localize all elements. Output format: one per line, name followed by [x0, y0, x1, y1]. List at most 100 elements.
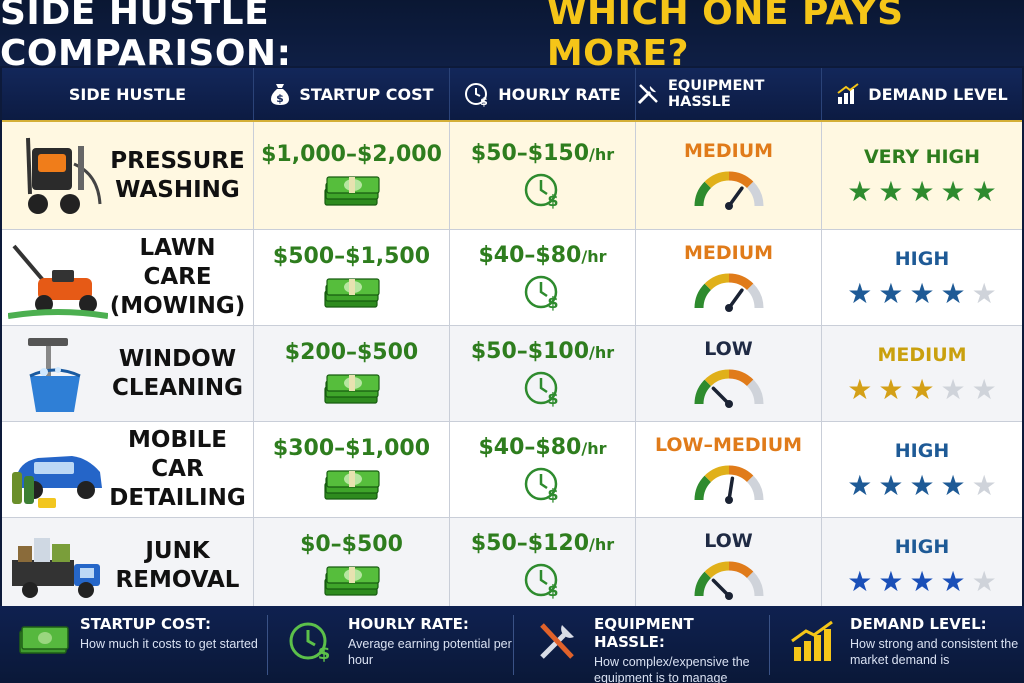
header-hourly-rate: $ HOURLY RATE	[450, 68, 636, 120]
star-icon: ★	[878, 469, 904, 501]
hourly-rate-amount: $50–$100	[470, 339, 590, 364]
equipment-hassle-cell: LOW	[636, 326, 822, 421]
legend-equipment-hassle-desc: How complex/expensive the equipment is t…	[594, 654, 750, 683]
demand-stars: ★ ★ ★ ★ ★	[847, 565, 997, 597]
table-row: MOBILE CAR DETAILING $300–$1,000 $40–$80/h…	[2, 422, 1022, 518]
tools-icon	[637, 84, 658, 105]
hassle-gauge	[694, 273, 763, 312]
demand-stars: ★ ★ ★ ★ ★	[847, 373, 997, 405]
hassle-gauge	[694, 171, 763, 210]
demand-level-cell: HIGH ★ ★ ★ ★ ★	[822, 518, 1022, 613]
page-title: SIDE HUSTLE COMPARISON: WHICH ONE PAYS M…	[0, 0, 1024, 74]
hourly-rate-unit: /hr	[581, 439, 607, 458]
star-icon: ★	[971, 373, 997, 405]
startup-cost-cell: $0–$500	[254, 518, 450, 613]
svg-text:$: $	[547, 191, 558, 210]
star-icon: ★	[909, 373, 935, 405]
demand-level-value: MEDIUM	[877, 343, 967, 366]
startup-cost-value: $200–$500	[284, 340, 419, 365]
star-icon: ★	[971, 277, 997, 309]
star-icon: ★	[971, 469, 997, 501]
header-demand-level-label: DEMAND LEVEL	[868, 84, 1008, 104]
clock-dollar-icon: $	[524, 563, 558, 600]
clock-dollar-icon: $	[524, 173, 558, 210]
hustle-name: MOBILE CAR DETAILING	[109, 427, 246, 511]
legend-demand-level: DEMAND LEVEL: How strong and consistent …	[770, 615, 1024, 675]
star-icon: ★	[909, 469, 935, 501]
hourly-rate-value: $40–$80/hr	[479, 243, 607, 268]
svg-text:$: $	[547, 293, 558, 312]
star-icon: ★	[878, 565, 904, 597]
pressure-washer-icon	[8, 134, 108, 218]
legend-demand-level-desc: How strong and consistent the market dem…	[850, 636, 1019, 667]
table-row: LAWN CARE (MOWING) $500–$1,500 $40–$80/hr $…	[2, 230, 1022, 326]
star-icon: ★	[909, 277, 935, 309]
startup-cost-value: $300–$1,000	[272, 436, 431, 461]
header-startup-cost: $ STARTUP COST	[254, 68, 450, 120]
hourly-rate-amount: $50–$150	[470, 141, 590, 166]
money-stack-icon	[323, 566, 380, 596]
star-icon: ★	[940, 175, 966, 207]
hustle-cell: WINDOW CLEANING	[2, 326, 254, 421]
hustle-name: JUNK REMOVAL	[115, 537, 240, 593]
legend-hourly-rate: $ HOURLY RATE: Average earning potential…	[268, 614, 514, 675]
equipment-hassle-cell: LOW	[636, 518, 822, 613]
svg-text:$: $	[547, 485, 558, 504]
svg-text:$: $	[318, 643, 331, 663]
star-icon: ★	[847, 175, 873, 207]
hourly-rate-cell: $50–$120/hr $	[450, 518, 636, 613]
hourly-rate-cell: $50–$150/hr $	[450, 122, 636, 229]
demand-level-value: HIGH	[894, 247, 950, 270]
hourly-rate-unit: /hr	[581, 247, 607, 266]
hourly-rate-value: $50–$120/hr	[471, 531, 614, 556]
demand-level-cell: MEDIUM ★ ★ ★ ★ ★	[822, 326, 1022, 421]
hourly-rate-value: $50–$150/hr	[471, 141, 614, 166]
demand-level-cell: HIGH ★ ★ ★ ★ ★	[822, 422, 1022, 517]
demand-level-value: HIGH	[894, 439, 950, 462]
star-icon: ★	[909, 565, 935, 597]
startup-cost-value: $1,000–$2,000	[261, 142, 442, 167]
legend-startup-cost-title: STARTUP COST:	[80, 614, 211, 633]
hourly-rate-cell: $40–$80/hr $	[450, 422, 636, 517]
equipment-hassle-value: MEDIUM	[683, 139, 774, 162]
header-startup-cost-label: STARTUP COST	[299, 84, 434, 104]
money-stack-icon	[323, 374, 380, 404]
startup-cost-cell: $200–$500	[254, 326, 450, 421]
header-side-hustle: SIDE HUSTLE	[2, 68, 254, 120]
star-icon: ★	[940, 565, 966, 597]
bar-chart-icon	[791, 620, 833, 661]
hassle-gauge	[694, 465, 763, 504]
equipment-hassle-value: LOW–MEDIUM	[654, 433, 803, 456]
startup-cost-cell: $500–$1,500	[254, 230, 450, 325]
table-row: JUNK REMOVAL $0–$500 $50–$120/hr $ LOW HIGH ★ ★…	[2, 518, 1022, 614]
equipment-hassle-value: MEDIUM	[683, 241, 774, 264]
equipment-hassle-value: LOW	[704, 337, 753, 360]
header-equipment-hassle: EQUIPMENT HASSLE	[636, 68, 822, 120]
hourly-rate-value: $50–$100/hr	[471, 339, 614, 364]
star-icon: ★	[940, 277, 966, 309]
equipment-hassle-cell: LOW–MEDIUM	[636, 422, 822, 517]
table-row: PRESSURE WASHING $1,000–$2,000 $50–$150/hr…	[2, 122, 1022, 230]
star-icon: ★	[847, 565, 873, 597]
hourly-rate-unit: /hr	[589, 535, 615, 554]
svg-text:$: $	[480, 95, 488, 107]
startup-cost-cell: $300–$1,000	[254, 422, 450, 517]
clock-dollar-icon: $	[524, 467, 558, 504]
equipment-hassle-value: LOW	[704, 529, 753, 552]
star-icon: ★	[971, 565, 997, 597]
legend-hourly-rate-title: HOURLY RATE:	[348, 614, 469, 633]
hassle-gauge	[694, 561, 763, 600]
header-equipment-hassle-label: EQUIPMENT HASSLE	[668, 78, 765, 110]
star-icon: ★	[878, 277, 904, 309]
legend-footer: STARTUP COST: How much it costs to get s…	[0, 606, 1024, 683]
header-side-hustle-label: SIDE HUSTLE	[68, 84, 187, 104]
hustle-cell: JUNK REMOVAL	[2, 518, 254, 613]
money-stack-icon	[323, 278, 380, 308]
equipment-hassle-cell: MEDIUM	[636, 122, 822, 229]
hourly-rate-amount: $40–$80	[478, 243, 582, 268]
money-stack-icon	[19, 625, 69, 654]
hourly-rate-cell: $50–$100/hr $	[450, 326, 636, 421]
equipment-hassle-cell: MEDIUM	[636, 230, 822, 325]
hustle-name: PRESSURE WASHING	[110, 147, 245, 203]
clock-dollar-icon: $	[289, 622, 331, 663]
